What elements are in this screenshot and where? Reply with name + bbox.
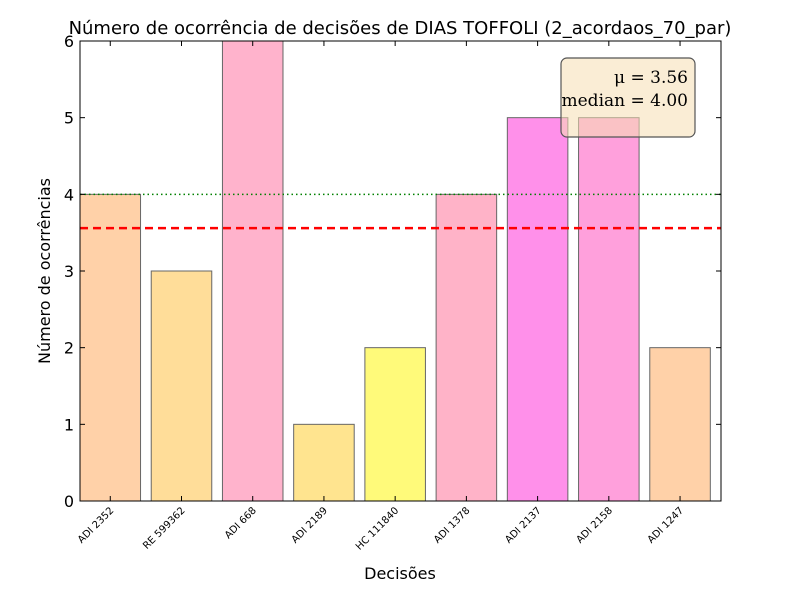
x-tick-label-4: HC 111840 bbox=[354, 505, 401, 552]
x-tick-label-3: ADI 2189 bbox=[290, 505, 330, 545]
y-axis-label: Número de ocorrências bbox=[35, 178, 54, 364]
stats-box: μ = 3.56 median = 4.00 bbox=[560, 57, 696, 138]
y-tick-label-6: 6 bbox=[64, 32, 74, 51]
stats-median-text: median = 4.00 bbox=[562, 91, 689, 111]
bars-group bbox=[79, 40, 711, 502]
reference-lines bbox=[80, 193, 721, 230]
bar-4 bbox=[364, 347, 426, 502]
x-tick-label-5: ADI 1378 bbox=[432, 505, 472, 545]
x-tick-label-1: RE 599362 bbox=[141, 505, 187, 551]
y-axis-ticks: 0 1 2 3 4 5 6 bbox=[64, 32, 721, 511]
y-tick-label-3: 3 bbox=[64, 262, 74, 281]
x-tick-label-7: ADI 2158 bbox=[575, 505, 615, 545]
x-axis-label: Decisões bbox=[364, 564, 436, 583]
stats-box-background bbox=[560, 57, 696, 138]
bar-6 bbox=[506, 117, 569, 502]
bar-1 bbox=[150, 270, 213, 502]
y-tick-label-5: 5 bbox=[64, 109, 74, 128]
bar-7 bbox=[578, 117, 640, 502]
bar-0 bbox=[79, 193, 142, 502]
bar-8 bbox=[649, 347, 711, 502]
y-tick-label-2: 2 bbox=[64, 339, 74, 358]
chart-title: Número de ocorrência de decisões de DIAS… bbox=[69, 18, 732, 39]
bar-5 bbox=[435, 193, 498, 502]
y-tick-label-1: 1 bbox=[64, 415, 74, 434]
stats-mean-text: μ = 3.56 bbox=[614, 68, 688, 88]
bar-3 bbox=[293, 423, 355, 502]
bar-2 bbox=[221, 40, 284, 502]
x-tick-label-2: ADI 668 bbox=[223, 505, 259, 541]
y-tick-label-4: 4 bbox=[64, 185, 74, 204]
y-tick-label-0: 0 bbox=[64, 492, 74, 511]
x-tick-label-0: ADI 2352 bbox=[76, 505, 116, 545]
x-tick-label-6: ADI 2137 bbox=[503, 505, 543, 545]
x-tick-label-8: ADI 1247 bbox=[646, 505, 686, 545]
